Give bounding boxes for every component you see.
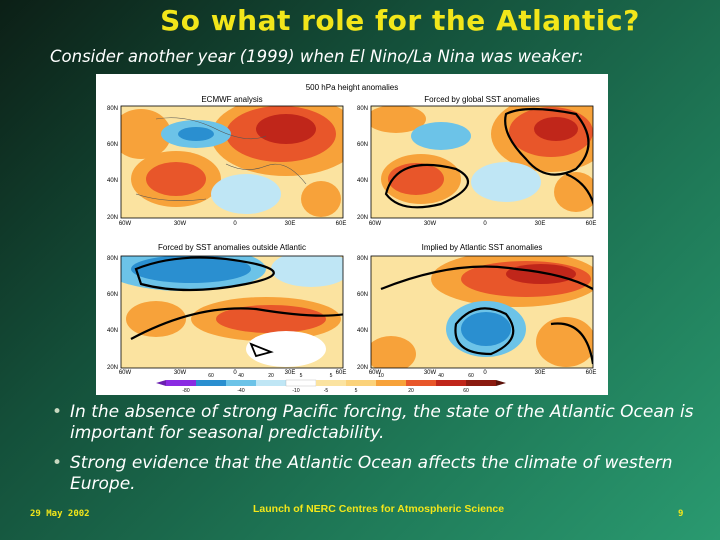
bullet-text: Strong evidence that the Atlantic Ocean … — [70, 453, 673, 494]
lon-label: 0 — [233, 370, 237, 376]
lon-label: 60E — [336, 370, 347, 376]
colorbar — [156, 379, 506, 387]
panel-title-4: Implied by Atlantic SST anomalies — [422, 243, 543, 252]
colorbar-tick: -40 — [237, 388, 244, 394]
lon-label: 30E — [285, 221, 296, 227]
lat-label: 80N — [357, 256, 368, 262]
colorbar-tick: 40 — [438, 373, 444, 379]
panel-title-1: ECMWF analysis — [201, 95, 262, 104]
lat-label: 80N — [107, 106, 118, 112]
lat-label: 20N — [357, 215, 368, 221]
lon-label: 30W — [174, 370, 187, 376]
map-panel-atlantic-implied — [370, 255, 594, 369]
slide-subtitle: Consider another year (1999) when El Nin… — [50, 47, 584, 66]
map-panel-outside-atlantic — [120, 255, 344, 369]
lon-label: 30E — [535, 221, 546, 227]
colorbar-tick: 5 — [330, 373, 333, 379]
lon-label: 0 — [233, 221, 237, 227]
lat-label: 80N — [107, 256, 118, 262]
lon-label: 30E — [285, 370, 296, 376]
lon-label: 60W — [119, 370, 132, 376]
lon-label: 30W — [174, 221, 187, 227]
lat-label: 40N — [107, 328, 118, 334]
lon-label: 60E — [336, 221, 347, 227]
lon-label: 30E — [535, 370, 546, 376]
slide-title: So what role for the Atlantic? — [160, 4, 640, 37]
colorbar-tick: 60 — [468, 373, 474, 379]
colorbar-tick: 20 — [268, 373, 274, 379]
lon-label: 60W — [369, 370, 382, 376]
panel-title-3: Forced by SST anomalies outside Atlantic — [158, 243, 306, 252]
colorbar-tick: -5 — [324, 388, 329, 394]
lon-label: 60W — [369, 221, 382, 227]
colorbar-tick: 20 — [408, 388, 414, 394]
lat-label: 60N — [357, 142, 368, 148]
lon-label: 60E — [586, 221, 597, 227]
anomaly-figure: 500 hPa height anomalies ECMWF analysis … — [96, 74, 608, 395]
map-panel-ecmwf — [120, 105, 344, 219]
footer-date: 29 May 2002 — [30, 509, 90, 519]
lon-label: 0 — [483, 370, 487, 376]
lon-label: 60W — [119, 221, 132, 227]
lon-label: 30W — [424, 370, 437, 376]
colorbar-tick: 5 — [355, 388, 358, 394]
lat-label: 40N — [357, 328, 368, 334]
bullet-item: • Strong evidence that the Atlantic Ocea… — [50, 453, 700, 495]
bullet-dot-icon: • — [52, 402, 63, 422]
colorbar-tick: 60 — [208, 373, 214, 379]
lat-label: 20N — [107, 365, 118, 371]
bullet-item: • In the absence of strong Pacific forci… — [50, 402, 700, 444]
colorbar-tick: 40 — [238, 373, 244, 379]
lat-label: 40N — [107, 178, 118, 184]
bullet-dot-icon: • — [52, 453, 63, 473]
colorbar-tick: -80 — [182, 388, 189, 394]
lat-label: 20N — [357, 365, 368, 371]
lat-label: 80N — [357, 106, 368, 112]
footer-title: Launch of NERC Centres for Atmospheric S… — [253, 503, 505, 515]
page-number: 9 — [678, 509, 684, 519]
figure-main-title: 500 hPa height anomalies — [306, 83, 399, 92]
lon-label: 60E — [586, 370, 597, 376]
lat-label: 60N — [357, 292, 368, 298]
lon-label: 30W — [424, 221, 437, 227]
lat-label: 20N — [107, 215, 118, 221]
lat-label: 60N — [107, 142, 118, 148]
bullet-list: • In the absence of strong Pacific forci… — [50, 402, 700, 504]
colorbar-tick: -10 — [292, 388, 299, 394]
colorbar-tick: 60 — [463, 388, 469, 394]
lat-label: 60N — [107, 292, 118, 298]
lon-label: 0 — [483, 221, 487, 227]
colorbar-tick: 10 — [378, 373, 384, 379]
lat-label: 40N — [357, 178, 368, 184]
colorbar-tick: 5 — [300, 373, 303, 379]
bullet-text: In the absence of strong Pacific forcing… — [70, 402, 694, 443]
panel-title-2: Forced by global SST anomalies — [424, 95, 539, 104]
map-panel-global-sst — [370, 105, 594, 219]
anomaly-maps-svg: 500 hPa height anomalies ECMWF analysis … — [107, 83, 597, 394]
